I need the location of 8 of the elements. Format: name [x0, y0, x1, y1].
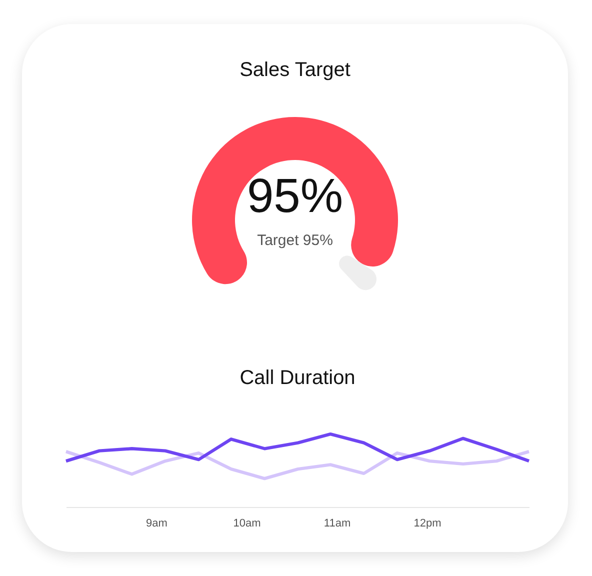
text: Target 95%: [257, 232, 333, 249]
chart-title: Call Duration: [240, 367, 356, 389]
x-tick-label: 9am: [146, 518, 168, 530]
x-tick-label: 10am: [233, 518, 261, 530]
text: 95%: [246, 170, 344, 223]
chart-title: Sales Target: [240, 59, 351, 81]
x-tick-label: 11am: [324, 518, 351, 530]
x-tick-label: 12pm: [414, 518, 442, 530]
